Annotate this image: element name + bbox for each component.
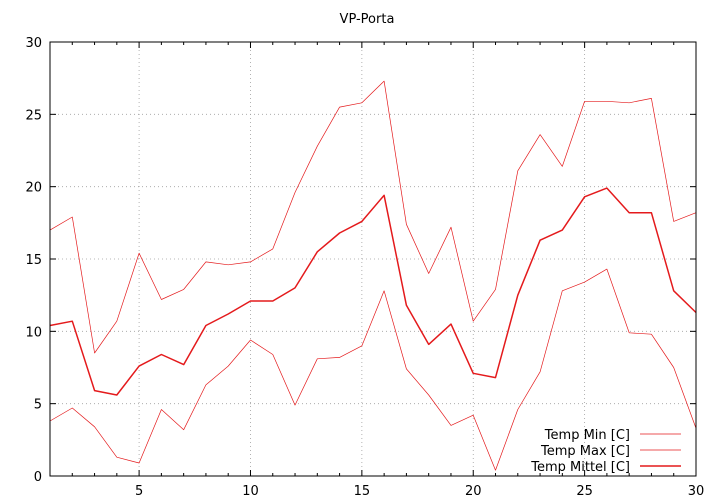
- plot-area-border: [49, 41, 697, 477]
- x-tick-label: 25: [576, 484, 593, 499]
- series-line-2: [49, 80, 697, 354]
- y-tick-label: 15: [25, 253, 42, 268]
- legend: Temp Min [C]Temp Max [C]Temp Mittel [C]: [530, 428, 681, 475]
- legend-label: Temp Mittel [C]: [530, 460, 630, 475]
- y-tick-label: 30: [25, 36, 42, 51]
- x-tick-label: 20: [465, 484, 482, 499]
- y-tick-label: 5: [34, 398, 42, 413]
- series-line-3: [49, 187, 697, 396]
- x-tick-label: 30: [688, 484, 705, 499]
- y-tick-label: 0: [34, 470, 42, 485]
- y-tick-label: 25: [25, 108, 42, 123]
- grid: [50, 42, 696, 476]
- y-tick-label: 10: [25, 325, 42, 340]
- series-line-1: [49, 268, 697, 471]
- tick-labels: 0 5 10 15 20 25 30 5 10 15 20 25 30: [25, 36, 704, 499]
- x-tick-label: 15: [354, 484, 371, 499]
- y-tick-label: 20: [25, 181, 42, 196]
- x-tick-label: 10: [242, 484, 259, 499]
- x-tick-label: 5: [135, 484, 143, 499]
- legend-label: Temp Min [C]: [544, 428, 630, 443]
- chart-title: VP-Porta: [340, 12, 395, 27]
- legend-label: Temp Max [C]: [540, 444, 630, 459]
- series-lines: [49, 80, 697, 471]
